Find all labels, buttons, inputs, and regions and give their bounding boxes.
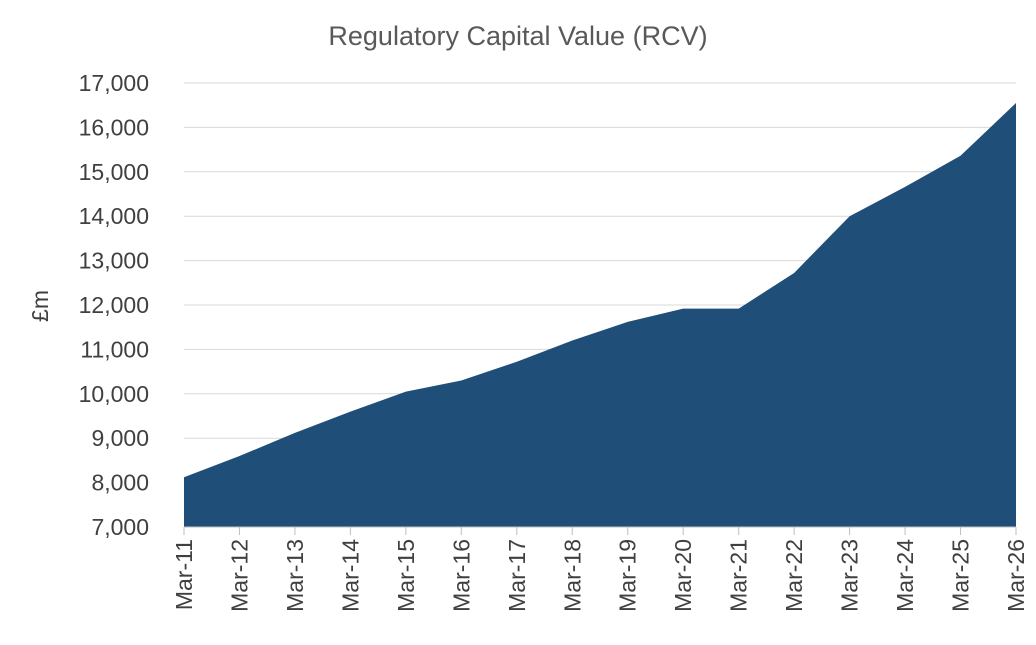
x-tick-label: Mar-11 bbox=[171, 539, 197, 610]
y-tick-label: 9,000 bbox=[91, 425, 149, 451]
x-tick-label: Mar-22 bbox=[781, 539, 807, 612]
x-tick-label: Mar-17 bbox=[504, 539, 530, 612]
x-tick-labels: Mar-11 Mar-12 Mar-13 Mar-14 Mar-15 Mar-16 Mar-… bbox=[171, 539, 1029, 612]
y-tick-labels: 7,000 8,000 9,000 10,000 11,000 12,000 13,000 1… bbox=[79, 70, 149, 540]
y-tick-label: 11,000 bbox=[80, 336, 149, 362]
x-tick-label: Mar-24 bbox=[892, 539, 918, 612]
y-tick-label: 7,000 bbox=[91, 514, 149, 540]
axes bbox=[183, 526, 1017, 535]
y-tick-label: 14,000 bbox=[79, 203, 149, 229]
area-series bbox=[183, 102, 1017, 527]
x-tick-label: Mar-25 bbox=[948, 539, 974, 612]
x-tick-label: Mar-15 bbox=[393, 539, 419, 612]
y-axis-label: £m bbox=[27, 290, 53, 322]
y-tick-label: 8,000 bbox=[91, 470, 149, 496]
x-tick-label: Mar-26 bbox=[1003, 539, 1029, 612]
x-tick-label: Mar-18 bbox=[559, 539, 585, 612]
y-tick-label: 17,000 bbox=[79, 70, 149, 96]
x-tick-label: Mar-21 bbox=[726, 539, 752, 612]
x-tick-label: Mar-13 bbox=[282, 539, 308, 612]
x-tick-label: Mar-19 bbox=[615, 539, 641, 612]
x-tick-label: Mar-23 bbox=[837, 539, 863, 612]
x-tick-label: Mar-14 bbox=[337, 539, 363, 612]
chart-title: Regulatory Capital Value (RCV) bbox=[328, 21, 707, 51]
y-tick-label: 13,000 bbox=[79, 248, 149, 274]
y-tick-label: 16,000 bbox=[79, 114, 149, 140]
x-tick-label: Mar-12 bbox=[226, 539, 252, 612]
area-series-fill bbox=[184, 103, 1016, 527]
y-tick-label: 15,000 bbox=[79, 159, 149, 185]
y-tick-label: 10,000 bbox=[79, 381, 149, 407]
x-tick-label: Mar-16 bbox=[448, 539, 474, 612]
y-tick-label: 12,000 bbox=[79, 292, 149, 318]
x-tick-label: Mar-20 bbox=[670, 539, 696, 612]
